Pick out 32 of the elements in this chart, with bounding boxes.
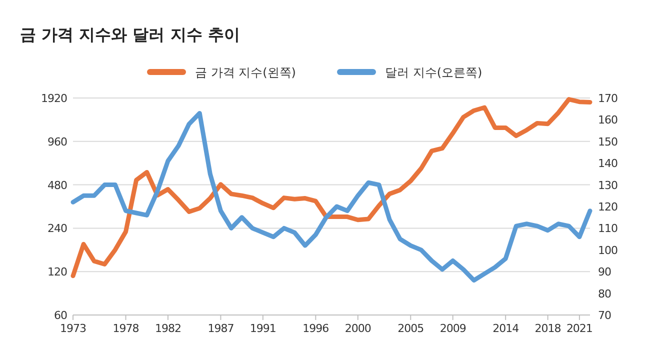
x-tick-label: 2021 (566, 322, 592, 335)
x-tick-label: 1987 (208, 322, 234, 335)
x-tick-label: 2014 (492, 322, 520, 335)
x-tick-label: 1973 (60, 322, 86, 335)
y2-tick-label: 120 (598, 200, 618, 214)
x-tick-label: 1996 (302, 322, 330, 335)
legend-label: 달러 지수(오른쪽) (385, 66, 482, 80)
y-tick-label: 1920 (41, 92, 68, 105)
y2-tick-label: 140 (598, 157, 618, 170)
x-tick-label: 1991 (250, 322, 276, 335)
y-tick-label: 480 (48, 178, 68, 192)
x-tick-label: 1978 (112, 322, 140, 335)
y2-tick-label: 160 (598, 114, 618, 127)
legend-label: 금 가격 지수(왼쪽) (195, 66, 296, 80)
y-tick-label: 120 (48, 266, 68, 279)
y2-tick-label: 70 (598, 309, 612, 322)
x-tick-label: 2000 (344, 322, 372, 335)
x-tick-label: 2009 (440, 322, 466, 335)
y2-tick-label: 100 (598, 244, 618, 257)
y-tick-label: 240 (48, 222, 68, 236)
x-tick-label: 2005 (398, 322, 424, 335)
y2-tick-label: 170 (598, 92, 618, 105)
y2-tick-label: 150 (598, 135, 618, 148)
y2-tick-label: 80 (598, 287, 612, 300)
y-tick-label: 60 (54, 309, 68, 322)
chart-title: 금 가격 지수와 달러 지수 추이 (20, 25, 240, 44)
x-tick-label: 2018 (534, 322, 562, 335)
y2-tick-label: 90 (598, 266, 612, 279)
y-tick-label: 960 (48, 135, 68, 148)
y2-tick-label: 110 (598, 222, 618, 236)
y2-tick-label: 130 (598, 178, 618, 192)
x-tick-label: 1982 (154, 322, 181, 335)
